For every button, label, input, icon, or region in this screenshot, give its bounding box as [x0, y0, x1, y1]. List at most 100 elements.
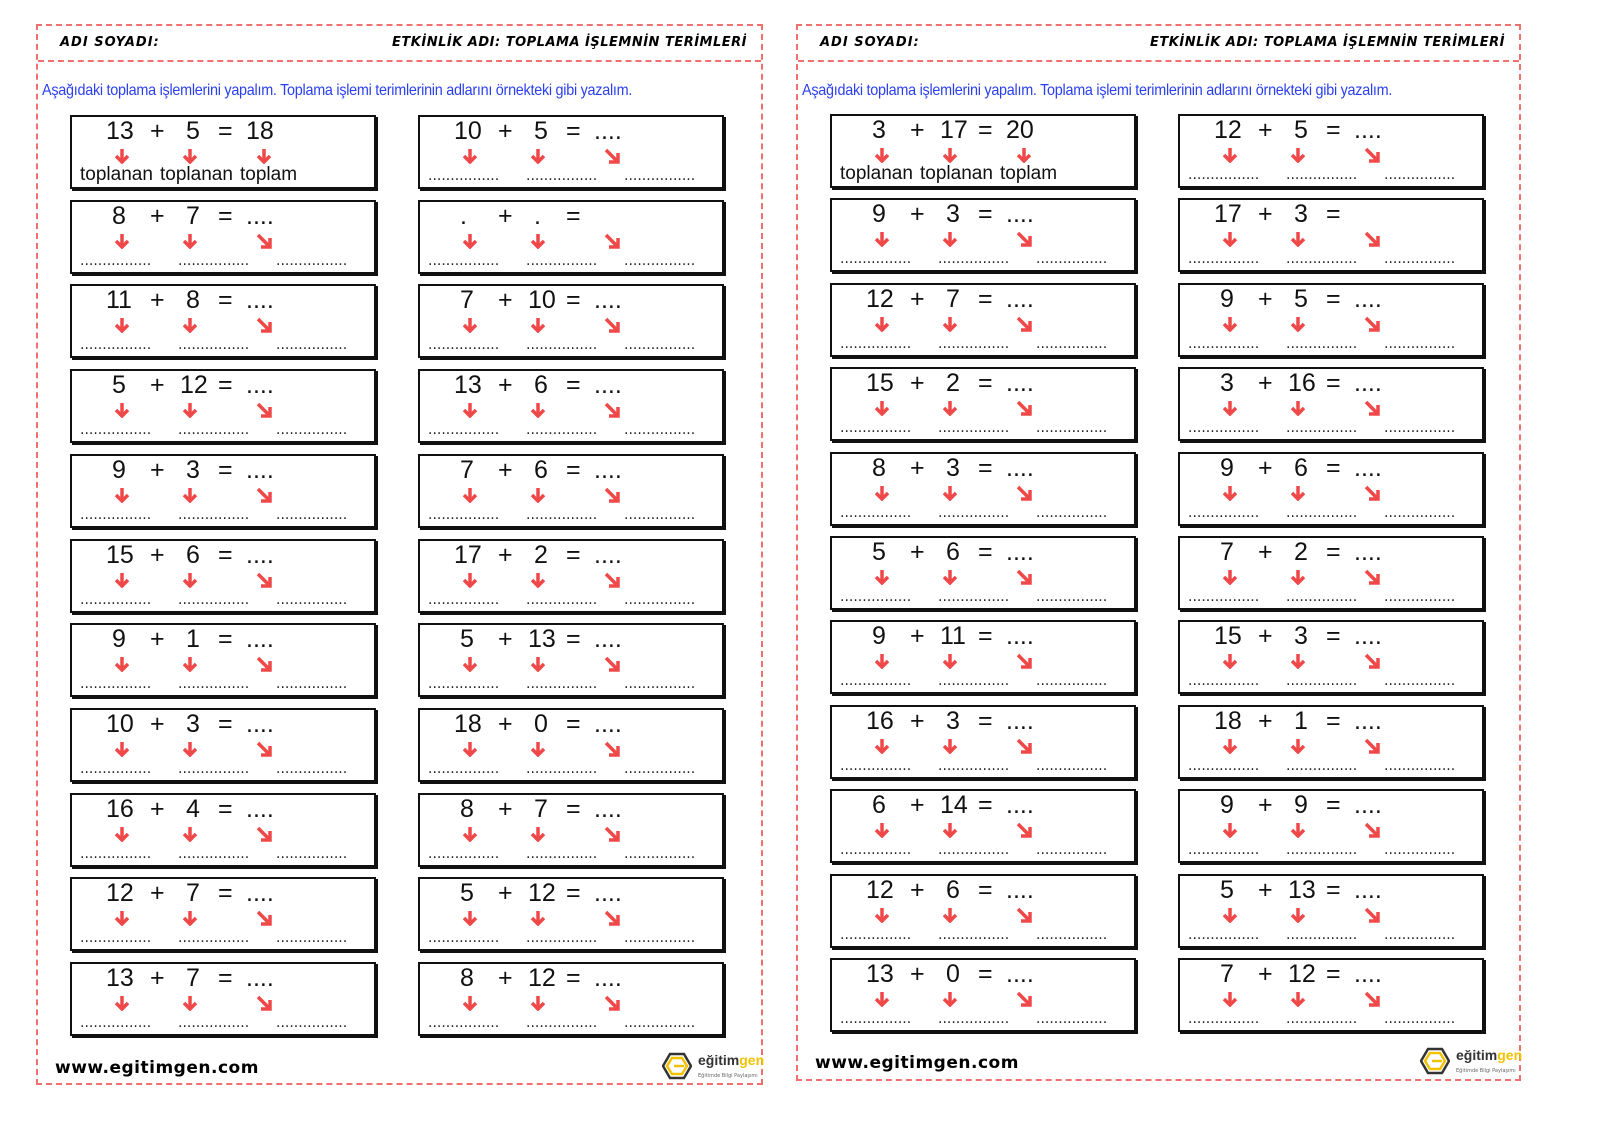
term-answer-blank[interactable]: ................ [178, 337, 250, 354]
term-answer-blank[interactable]: ................ [428, 168, 500, 184]
sum-blank[interactable]: .... [1006, 453, 1034, 482]
term-answer-blank[interactable]: ................ [624, 337, 696, 354]
sum-blank[interactable]: .... [246, 286, 274, 315]
term-answer-blank[interactable]: ................ [178, 845, 250, 862]
sum-blank[interactable]: .... [1354, 875, 1382, 904]
term-answer-blank[interactable]: ................ [1188, 1011, 1260, 1027]
term-answer-blank[interactable]: ................ [276, 930, 348, 947]
sum-blank[interactable]: .... [1006, 369, 1034, 398]
term-answer-blank[interactable]: ................ [840, 673, 912, 690]
term-answer-blank[interactable]: ................ [276, 1015, 348, 1031]
term-answer-blank[interactable]: ................ [1286, 589, 1358, 605]
term-answer-blank[interactable]: ................ [1036, 420, 1108, 437]
term-answer-blank[interactable]: ................ [178, 422, 250, 439]
term-answer-blank[interactable]: ................ [938, 251, 1010, 268]
term-answer-blank[interactable]: ................ [1286, 842, 1358, 859]
term-answer-blank[interactable]: ................ [178, 930, 250, 947]
term-answer-blank[interactable]: ................ [624, 422, 696, 439]
term-answer-blank[interactable]: ................ [1384, 757, 1456, 774]
term-answer-blank[interactable]: ................ [1286, 1011, 1358, 1027]
term-answer-blank[interactable]: ................ [428, 252, 500, 269]
term-answer-blank[interactable]: ................ [1036, 251, 1108, 268]
term-answer-blank[interactable]: ................ [938, 335, 1010, 352]
term-answer-blank[interactable]: ................ [276, 845, 348, 862]
term-answer-blank[interactable]: ................ [526, 252, 598, 269]
term-answer-blank[interactable]: ................ [1188, 420, 1260, 437]
term-answer-blank[interactable]: ................ [428, 506, 500, 523]
term-answer-blank[interactable]: ................ [840, 1011, 912, 1027]
sum-blank[interactable]: .... [1006, 875, 1034, 904]
sum-blank[interactable]: .... [1354, 369, 1382, 398]
term-answer-blank[interactable]: ................ [80, 252, 152, 269]
sum-blank[interactable]: .... [246, 201, 274, 230]
term-answer-blank[interactable]: ................ [1286, 167, 1358, 183]
sum-blank[interactable]: .... [246, 964, 274, 992]
term-answer-blank[interactable]: ................ [428, 591, 500, 608]
term-answer-blank[interactable]: ................ [624, 168, 696, 184]
term-answer-blank[interactable]: ................ [526, 760, 598, 777]
term-answer-blank[interactable]: ................ [1286, 335, 1358, 352]
term-answer-blank[interactable]: ................ [80, 1015, 152, 1031]
term-answer-blank[interactable]: ................ [80, 337, 152, 354]
term-answer-blank[interactable]: ................ [1188, 167, 1260, 183]
sum-blank[interactable]: .... [594, 625, 622, 654]
term-answer-blank[interactable]: ................ [1384, 673, 1456, 690]
sum-blank[interactable]: .... [1354, 538, 1382, 566]
term-answer-blank[interactable]: ................ [428, 930, 500, 947]
term-answer-blank[interactable]: ................ [178, 591, 250, 608]
term-answer-blank[interactable]: ................ [80, 676, 152, 693]
term-answer-blank[interactable]: ................ [1188, 251, 1260, 268]
term-answer-blank[interactable]: ................ [938, 420, 1010, 437]
term-answer-blank[interactable]: ................ [1286, 757, 1358, 774]
term-answer-blank[interactable]: ................ [624, 930, 696, 947]
term-answer-blank[interactable]: ................ [1188, 504, 1260, 521]
term-answer-blank[interactable]: ................ [428, 422, 500, 439]
sum-blank[interactable]: .... [1354, 284, 1382, 313]
term-answer-blank[interactable]: ................ [178, 760, 250, 777]
term-answer-blank[interactable]: ................ [276, 676, 348, 693]
term-answer-blank[interactable]: ................ [624, 591, 696, 608]
sum-blank[interactable]: .... [594, 117, 622, 145]
term-answer-blank[interactable]: ................ [624, 760, 696, 777]
term-answer-blank[interactable]: ................ [276, 252, 348, 269]
term-answer-blank[interactable]: ................ [1036, 504, 1108, 521]
term-answer-blank[interactable]: ................ [938, 842, 1010, 859]
sum-blank[interactable]: .... [594, 540, 622, 569]
term-answer-blank[interactable]: ................ [80, 760, 152, 777]
term-answer-blank[interactable]: ................ [526, 422, 598, 439]
term-answer-blank[interactable]: ................ [428, 845, 500, 862]
term-answer-blank[interactable]: ................ [1384, 589, 1456, 605]
term-answer-blank[interactable]: ................ [1036, 335, 1108, 352]
sum-blank[interactable]: .... [1006, 284, 1034, 313]
term-answer-blank[interactable]: ................ [80, 422, 152, 439]
term-answer-blank[interactable]: ................ [178, 252, 250, 269]
term-answer-blank[interactable]: ................ [526, 591, 598, 608]
term-answer-blank[interactable]: ................ [526, 337, 598, 354]
term-answer-blank[interactable]: ................ [1286, 251, 1358, 268]
sum-blank[interactable]: .... [1006, 200, 1034, 229]
sum-blank[interactable]: .... [1006, 706, 1034, 735]
term-answer-blank[interactable]: ................ [1188, 926, 1260, 943]
term-answer-blank[interactable]: ................ [276, 506, 348, 523]
sum-blank[interactable]: .... [1006, 622, 1034, 651]
term-answer-blank[interactable]: ................ [1286, 420, 1358, 437]
term-answer-blank[interactable]: ................ [840, 589, 912, 605]
term-answer-blank[interactable]: ................ [840, 842, 912, 859]
term-answer-blank[interactable]: ................ [624, 1015, 696, 1031]
term-answer-blank[interactable]: ................ [1384, 1011, 1456, 1027]
sum-blank[interactable]: .... [1006, 960, 1034, 988]
term-answer-blank[interactable]: ................ [840, 335, 912, 352]
sum-blank[interactable]: .... [594, 455, 622, 484]
term-answer-blank[interactable]: ................ [178, 676, 250, 693]
term-answer-blank[interactable]: ................ [840, 926, 912, 943]
term-answer-blank[interactable]: ................ [1384, 842, 1456, 859]
sum-blank[interactable]: .... [1006, 538, 1034, 566]
term-answer-blank[interactable]: ................ [1036, 842, 1108, 859]
sum-blank[interactable]: .... [1354, 791, 1382, 820]
sum-blank[interactable]: .... [246, 879, 274, 908]
term-answer-blank[interactable]: ................ [80, 506, 152, 523]
term-answer-blank[interactable]: ................ [624, 506, 696, 523]
term-answer-blank[interactable]: ................ [840, 420, 912, 437]
term-answer-blank[interactable]: ................ [276, 591, 348, 608]
term-answer-blank[interactable]: ................ [1036, 673, 1108, 690]
